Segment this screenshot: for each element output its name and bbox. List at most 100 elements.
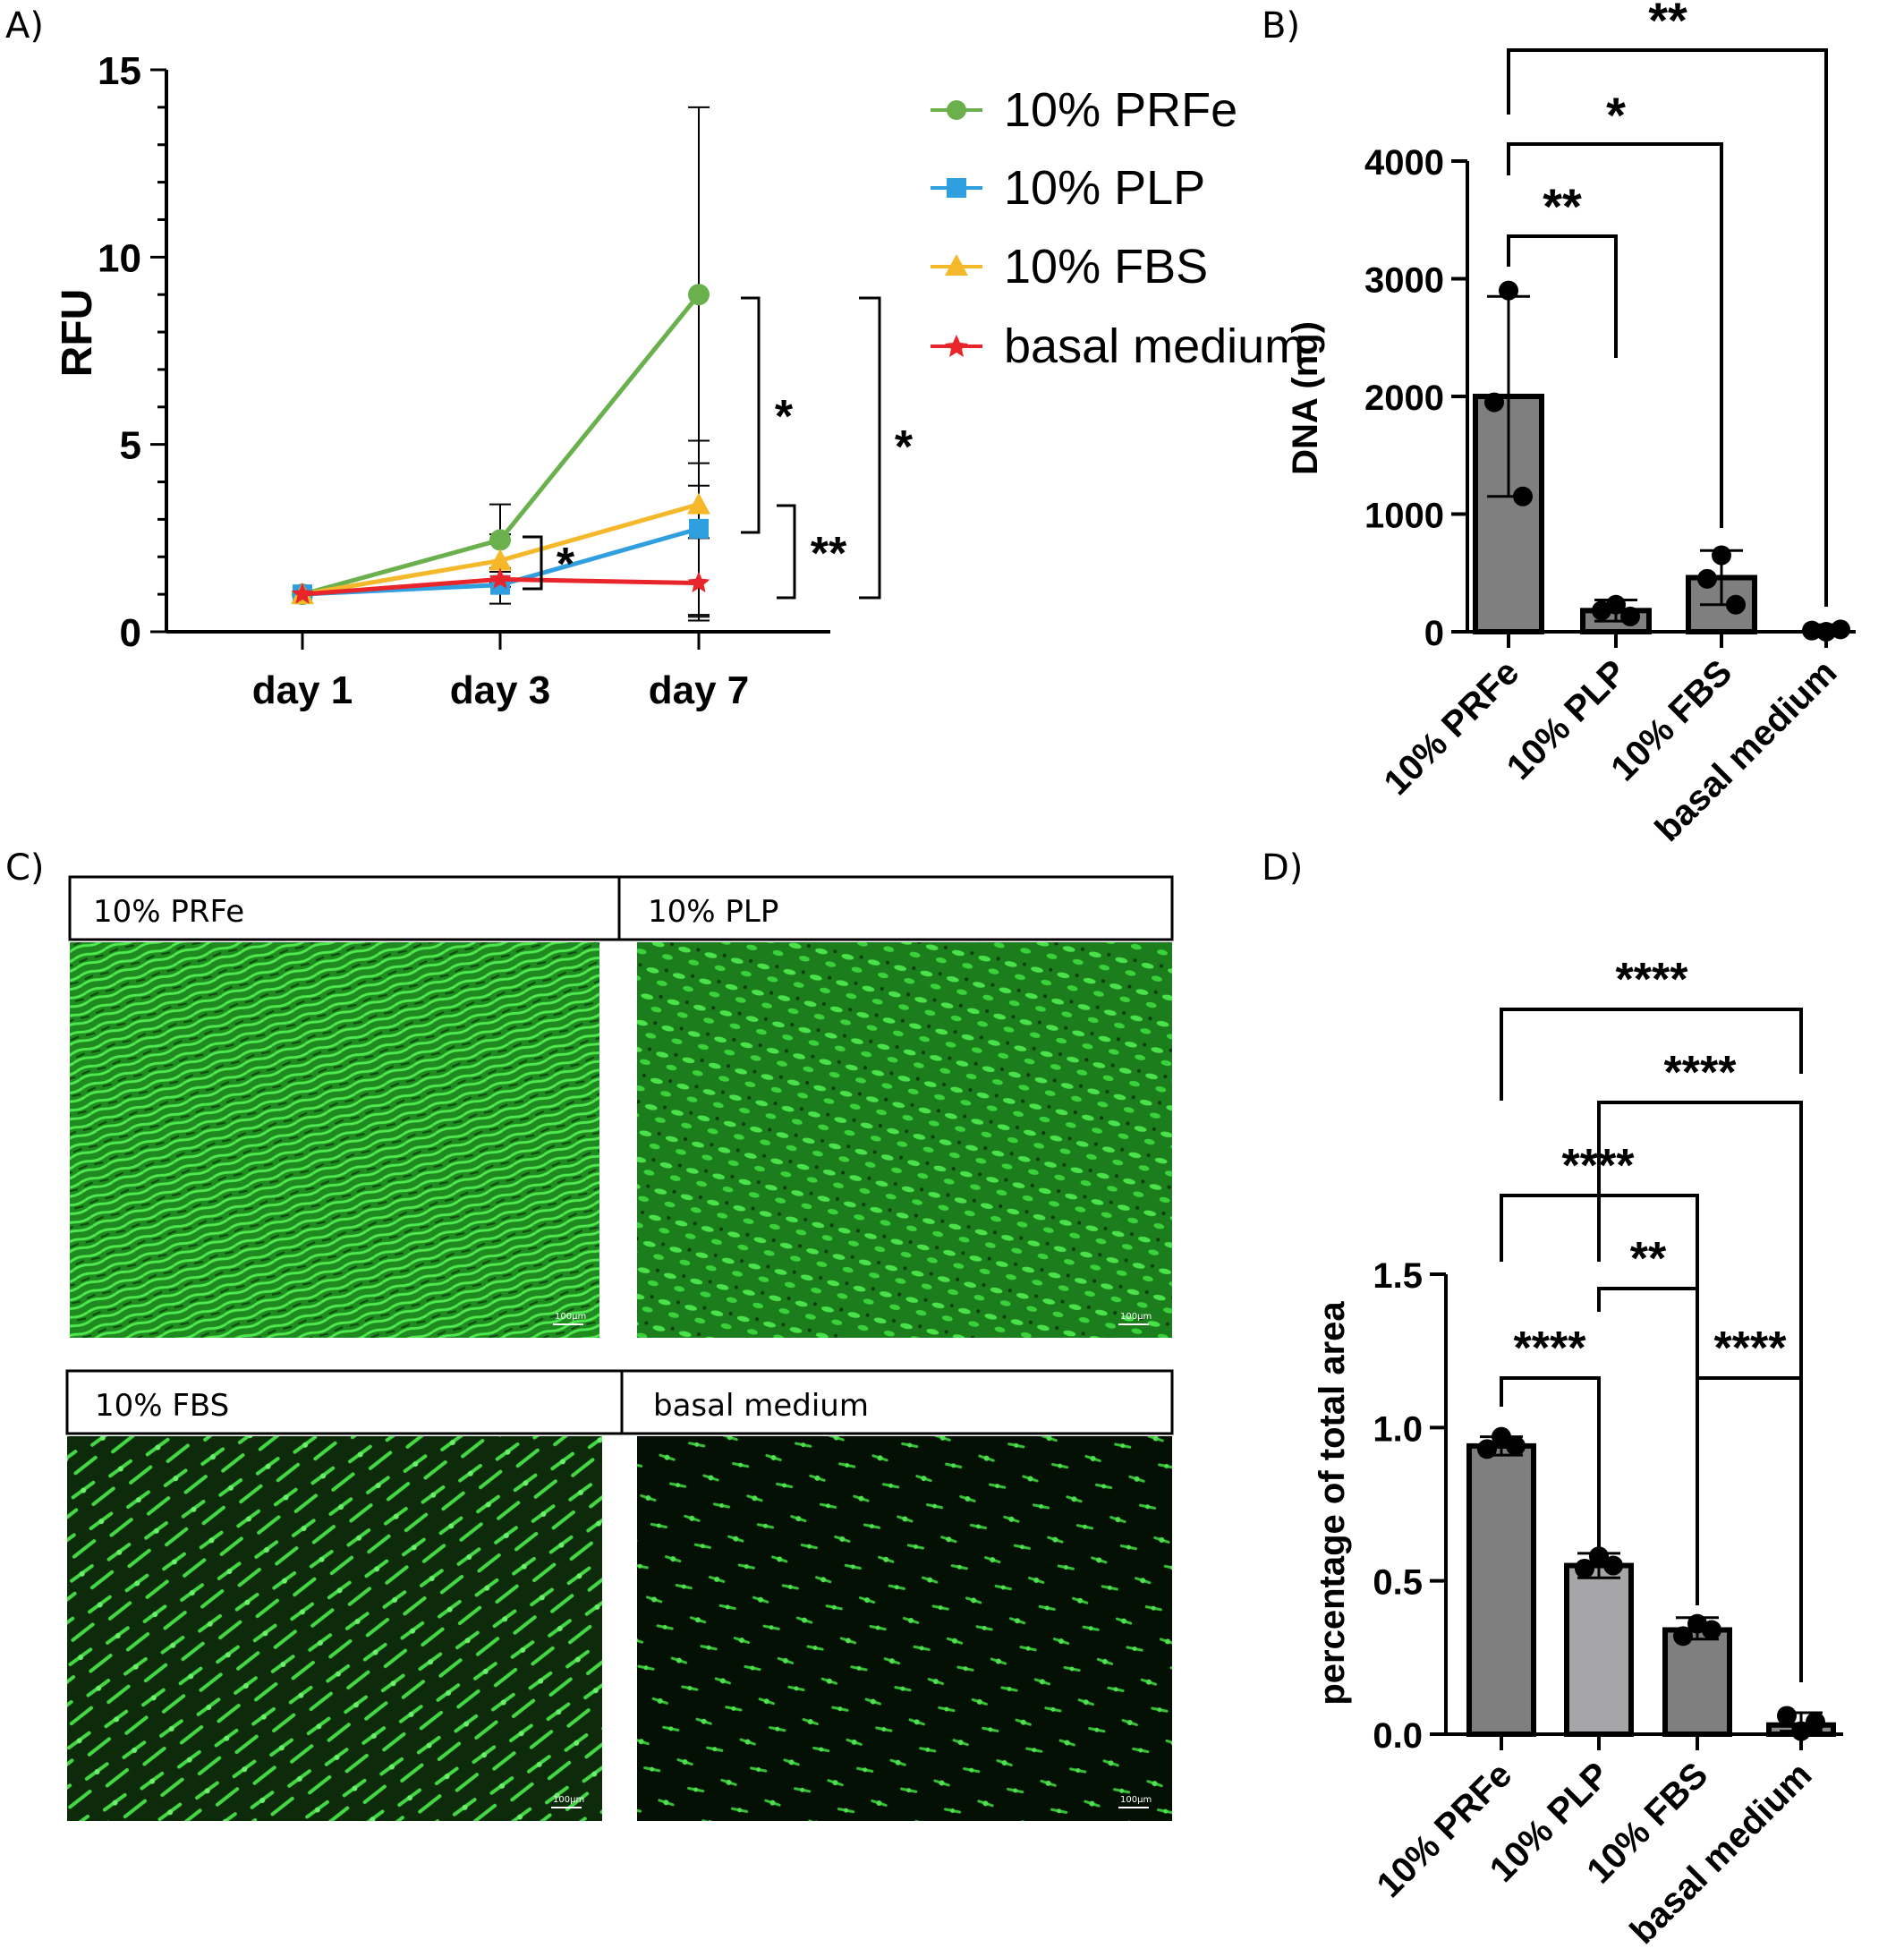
chart-b-y-tick-label: 4000 xyxy=(1364,143,1444,183)
data-point xyxy=(1673,1626,1693,1646)
data-point xyxy=(687,492,710,515)
legend-item-plp: 10% PLP xyxy=(931,161,1205,215)
sig-a-fbs-basal: ** xyxy=(811,528,847,580)
data-point xyxy=(1513,486,1533,506)
chart-a-x-tick-label: day 3 xyxy=(450,668,551,712)
data-point xyxy=(1702,1620,1721,1640)
data-point xyxy=(1603,1555,1623,1576)
chart-b-y-tick-label: 3000 xyxy=(1364,261,1444,301)
data-point xyxy=(1712,545,1731,566)
micrograph-label-fbs: 10% FBS xyxy=(95,1388,229,1424)
chart-a-legend: 10% PRFe 10% PLP 10% FBS basal medium xyxy=(931,83,1305,373)
scale-label: 100μm xyxy=(1120,1312,1152,1322)
data-point xyxy=(1802,620,1822,641)
chart-d-y-tick-label: 0.5 xyxy=(1373,1563,1423,1603)
data-point xyxy=(687,571,710,593)
data-point xyxy=(489,529,511,551)
panel-label-d: D) xyxy=(1262,847,1303,889)
chart-a-y-tick-label: 5 xyxy=(120,424,141,468)
data-point xyxy=(1592,600,1611,621)
legend-label-prfe: 10% PRFe xyxy=(1004,83,1237,137)
chart-d-bar xyxy=(1564,1562,1634,1737)
data-point xyxy=(1806,1712,1825,1732)
data-point xyxy=(1477,1439,1497,1459)
data-point xyxy=(1620,606,1640,626)
chart-d-x-tick-label: 10% PRFe xyxy=(1369,1755,1519,1905)
data-point xyxy=(1777,1706,1797,1726)
legend-label-basal: basal medium xyxy=(1004,319,1305,373)
data-point xyxy=(1791,1721,1811,1741)
chart-d-bar xyxy=(1662,1627,1732,1737)
micrograph-prfe: 10% PRFe 100μm xyxy=(68,875,621,1338)
micrograph-image-fbs xyxy=(67,1436,602,1821)
chart-d-bar xyxy=(1466,1442,1536,1737)
data-point xyxy=(1726,594,1746,615)
sig-a-prfe-basal: * xyxy=(895,421,914,473)
panel-label-a: A) xyxy=(5,5,44,47)
chart-d-y-tick-label: 1.0 xyxy=(1373,1409,1423,1449)
sig-d-prfe-plp: **** xyxy=(1514,1323,1587,1374)
bar-chart-area: percentage of total area 0.0 0.5 1.0 1.5 10%… xyxy=(1313,954,1843,1952)
micrograph-plp: 10% PLP 100μm xyxy=(617,875,1174,1338)
chart-d-x-tick-label: basal medium xyxy=(1623,1755,1820,1952)
chart-b-x-tick-label: 10% PRFe xyxy=(1376,652,1526,803)
sig-b-prfe-plp: ** xyxy=(1543,178,1582,234)
chart-b-ylabel: DNA (ng) xyxy=(1286,321,1325,475)
data-point xyxy=(689,518,709,539)
data-point xyxy=(688,284,710,306)
legend-item-fbs: 10% FBS xyxy=(931,240,1208,294)
chart-d-y-tick-label: 1.5 xyxy=(1373,1256,1423,1296)
panel-label-c: C) xyxy=(5,847,45,889)
micrograph-label-basal: basal medium xyxy=(653,1388,869,1424)
sig-d-fbs-basal: **** xyxy=(1714,1323,1788,1374)
micrograph-label-prfe: 10% PRFe xyxy=(93,894,244,930)
chart-b-y-tick-label: 0 xyxy=(1424,614,1444,653)
data-point xyxy=(1484,392,1504,413)
data-point xyxy=(1697,568,1717,589)
scale-label: 100μm xyxy=(555,1312,586,1322)
chart-b-x-tick-label: basal medium xyxy=(1648,652,1845,849)
micrograph-image-prfe xyxy=(70,942,599,1338)
chart-a-y-tick-label: 0 xyxy=(120,611,141,655)
sig-d-prfe-fbs: **** xyxy=(1562,1140,1636,1192)
scale-label: 100μm xyxy=(553,1795,584,1805)
micrograph-label-plp: 10% PLP xyxy=(648,894,778,930)
sig-a-prfe-plp: * xyxy=(775,391,794,443)
sig-d-plp-basal: **** xyxy=(1664,1047,1738,1099)
chart-a-x-tick-label: day 7 xyxy=(649,668,750,712)
micrograph-image-plp xyxy=(637,942,1172,1338)
scale-label: 100μm xyxy=(1120,1795,1152,1805)
data-point xyxy=(291,583,314,604)
sig-b-prfe-basal: ** xyxy=(1648,0,1687,48)
micrograph-panel: 10% PRFe 100μm 10% PLP 100μm 10% FBS 100… xyxy=(65,875,1174,1821)
chart-a-ylabel: RFU xyxy=(54,289,101,378)
sig-d-plp-fbs: ** xyxy=(1630,1233,1667,1285)
micrograph-fbs: 10% FBS 100μm xyxy=(65,1369,624,1821)
sig-a-day3: * xyxy=(557,539,575,591)
chart-b-y-tick-label: 1000 xyxy=(1364,497,1444,536)
micrograph-basal: basal medium 100μm xyxy=(620,1369,1174,1821)
chart-a-y-tick-label: 10 xyxy=(98,236,141,280)
chart-a-axes xyxy=(165,70,830,634)
chart-b-y-tick-label: 2000 xyxy=(1364,379,1444,418)
chart-d-significance xyxy=(1500,1008,1803,1682)
chart-a-x-tick-label: day 1 xyxy=(252,668,353,712)
chart-a-significance xyxy=(523,296,881,600)
micrograph-image-basal xyxy=(637,1436,1172,1821)
data-point xyxy=(489,567,512,589)
legend-label-fbs: 10% FBS xyxy=(1004,240,1208,294)
legend-item-basal: basal medium xyxy=(931,319,1305,373)
chart-b-significance xyxy=(1507,48,1828,607)
data-point xyxy=(1506,1435,1526,1456)
sig-d-prfe-basal: **** xyxy=(1616,954,1689,1006)
chart-d-y-tick-label: 0.0 xyxy=(1373,1716,1423,1756)
sig-b-prfe-fbs: * xyxy=(1606,87,1626,143)
chart-a-y-tick-label: 15 xyxy=(98,49,141,93)
legend-item-prfe: 10% PRFe xyxy=(931,83,1237,137)
data-point xyxy=(1831,619,1850,640)
data-point xyxy=(1575,1558,1594,1578)
line-chart-rfu: RFU 0 5 10 15 day 1 day 3 day 7 10% PRFe 10% P… xyxy=(54,49,1305,712)
chart-d-ylabel: percentage of total area xyxy=(1313,1301,1352,1706)
